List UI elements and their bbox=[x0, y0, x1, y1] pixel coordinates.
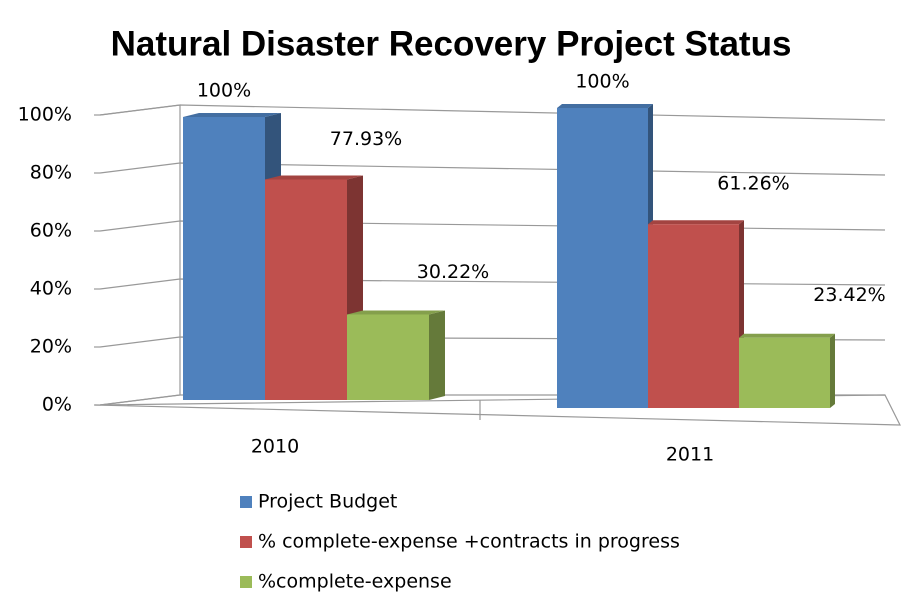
bar-top bbox=[265, 175, 363, 180]
value-label: 61.26% bbox=[717, 173, 789, 195]
x-tick-label: 2010 bbox=[251, 436, 299, 458]
bar bbox=[739, 337, 830, 408]
value-label: 100% bbox=[197, 80, 251, 102]
y-tick-label: 20% bbox=[30, 336, 72, 358]
bar-top bbox=[739, 333, 835, 338]
x-tick-label: 2011 bbox=[666, 444, 714, 466]
value-label: 100% bbox=[575, 71, 629, 93]
bar bbox=[557, 108, 648, 408]
chart-title: Natural Disaster Recovery Project Status bbox=[111, 24, 792, 63]
bar-top bbox=[183, 113, 281, 117]
legend-label: Project Budget bbox=[258, 491, 397, 513]
legend-swatch bbox=[240, 576, 252, 588]
y-tick-label: 100% bbox=[18, 104, 72, 126]
bar-side bbox=[429, 310, 445, 400]
bar-side bbox=[830, 333, 835, 408]
value-label: 30.22% bbox=[417, 261, 489, 283]
bar-top bbox=[347, 310, 445, 315]
bar bbox=[648, 224, 739, 408]
bar-top bbox=[557, 104, 653, 108]
value-label: 77.93% bbox=[330, 128, 402, 150]
wall bbox=[99, 104, 181, 406]
legend-label: %complete-expense bbox=[258, 571, 452, 593]
value-label: 23.42% bbox=[813, 284, 885, 306]
bar-top bbox=[648, 220, 744, 225]
bar bbox=[183, 117, 265, 400]
legend-swatch bbox=[240, 496, 252, 508]
y-tick-label: 0% bbox=[42, 394, 72, 416]
legend-swatch bbox=[240, 536, 252, 548]
bar bbox=[265, 179, 347, 400]
y-tick-label: 80% bbox=[30, 162, 72, 184]
y-tick-label: 40% bbox=[30, 278, 72, 300]
y-tick-label: 60% bbox=[30, 220, 72, 242]
bar bbox=[347, 314, 429, 400]
legend-label: % complete-expense +contracts in progres… bbox=[258, 531, 680, 553]
floor bbox=[94, 394, 901, 426]
